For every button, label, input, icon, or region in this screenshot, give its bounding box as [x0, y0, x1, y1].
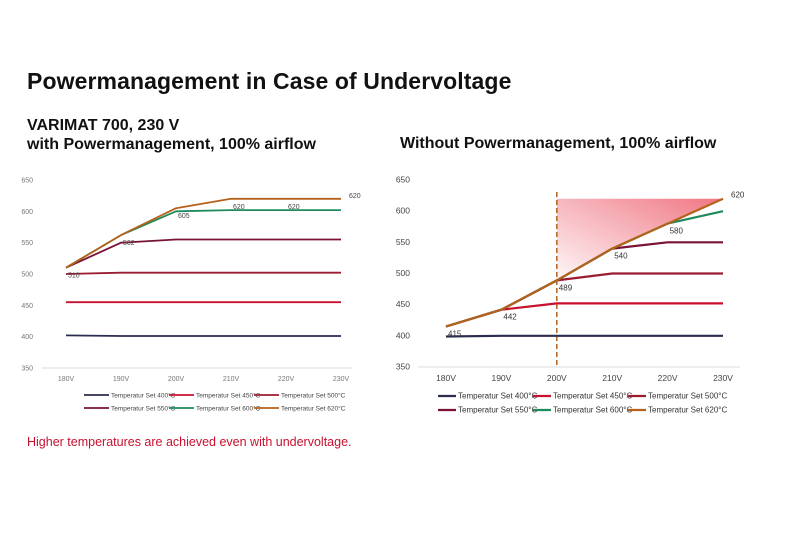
x-tick-label: 180V	[58, 376, 75, 383]
series-line	[65, 238, 341, 269]
legend-label: Temperatur Set 550°C	[458, 406, 537, 415]
footnote: Higher temperatures are achieved even wi…	[27, 435, 352, 449]
x-tick-label: 210V	[223, 376, 240, 383]
data-label: 540	[614, 252, 628, 261]
data-label: 562	[123, 240, 135, 247]
y-tick-label: 500	[396, 268, 410, 278]
data-label: 442	[503, 313, 517, 322]
left-chart-subtitle: VARIMAT 700, 230 V with Powermanagement,…	[27, 116, 316, 154]
data-label: 510	[68, 273, 80, 280]
x-tick-label: 200V	[168, 376, 185, 383]
y-tick-label: 350	[396, 362, 410, 372]
x-tick-label: 230V	[333, 376, 350, 383]
page-title: Powermanagement in Case of Undervoltage	[27, 68, 512, 94]
y-tick-label: 650	[396, 175, 410, 185]
x-tick-label: 190V	[113, 376, 130, 383]
data-label: 620	[349, 193, 361, 200]
y-tick-label: 400	[396, 330, 410, 340]
series-line	[445, 272, 723, 328]
legend-label: Temperatur Set 450°C	[196, 392, 261, 400]
data-label: 580	[670, 227, 684, 236]
y-tick-label: 500	[21, 272, 33, 279]
series-line	[445, 334, 723, 338]
data-label: 620	[731, 191, 745, 200]
left-subtitle-line1: VARIMAT 700, 230 V	[27, 117, 180, 134]
y-tick-label: 550	[396, 237, 410, 247]
series-line	[65, 197, 341, 269]
legend-label: Temperatur Set 450°C	[553, 392, 632, 401]
x-tick-label: 210V	[602, 373, 622, 383]
y-tick-label: 650	[21, 178, 33, 185]
x-tick-label: 180V	[436, 373, 456, 383]
left-subtitle-line2: with Powermanagement, 100% airflow	[27, 136, 316, 153]
legend-label: Temperatur Set 620°C	[281, 405, 346, 413]
data-label: 415	[448, 329, 462, 338]
y-tick-label: 450	[396, 299, 410, 309]
data-label: 489	[559, 283, 573, 292]
x-tick-label: 220V	[658, 373, 678, 383]
shaded-gain-region	[556, 198, 723, 281]
data-label: 605	[178, 213, 190, 220]
legend-label: Temperatur Set 400°C	[458, 392, 537, 401]
legend-label: Temperatur Set 500°C	[648, 392, 727, 401]
y-tick-label: 450	[21, 303, 33, 310]
series-line	[445, 197, 724, 328]
data-label: 620	[288, 204, 300, 211]
legend-label: Temperatur Set 620°C	[648, 406, 727, 415]
x-tick-label: 190V	[491, 373, 511, 383]
y-tick-label: 350	[21, 366, 33, 373]
legend-label: Temperatur Set 550°C	[111, 405, 176, 413]
y-tick-label: 600	[21, 209, 33, 216]
series-line	[65, 334, 341, 337]
x-tick-label: 220V	[278, 376, 295, 383]
x-tick-label: 230V	[713, 373, 733, 383]
y-tick-label: 400	[21, 334, 33, 341]
x-tick-label: 200V	[547, 373, 567, 383]
data-label: 620	[233, 204, 245, 211]
legend-label: Temperatur Set 600°C	[196, 405, 261, 413]
y-tick-label: 550	[21, 240, 33, 247]
legend-label: Temperatur Set 600°C	[553, 406, 632, 415]
legend-label: Temperatur Set 400°C	[111, 392, 176, 400]
right-chart-subtitle: Without Powermanagement, 100% airflow	[400, 135, 717, 152]
series-line	[65, 271, 341, 275]
legend-label: Temperatur Set 500°C	[281, 392, 346, 400]
y-tick-label: 600	[396, 206, 410, 216]
